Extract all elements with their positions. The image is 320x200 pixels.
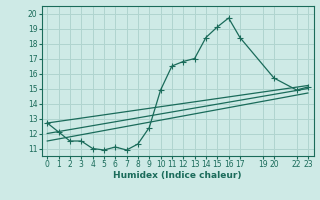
X-axis label: Humidex (Indice chaleur): Humidex (Indice chaleur): [113, 171, 242, 180]
